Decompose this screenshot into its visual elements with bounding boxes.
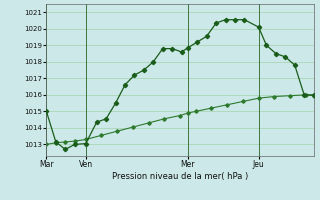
X-axis label: Pression niveau de la mer( hPa ): Pression niveau de la mer( hPa ) [112,172,248,181]
